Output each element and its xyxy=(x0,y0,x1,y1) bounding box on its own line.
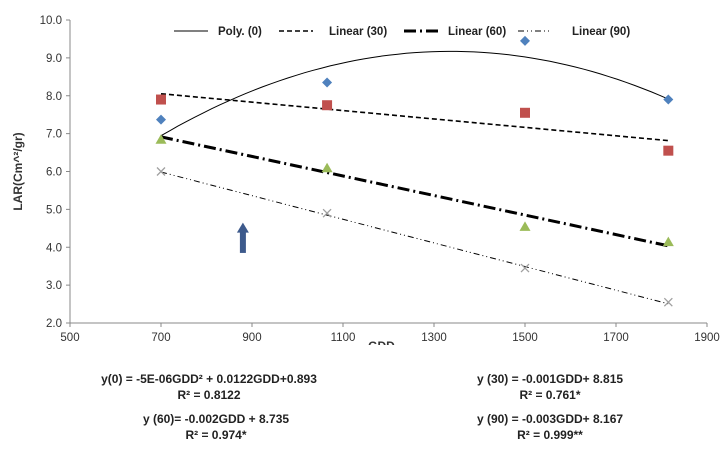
x-tick-label: 900 xyxy=(242,332,261,344)
equation-0-r2: R² = 0.8122 xyxy=(177,388,241,402)
x-marker xyxy=(663,297,673,307)
triangle-marker xyxy=(321,162,333,173)
trendline-dashdot xyxy=(160,135,669,248)
equation-90: y (90) = -0.003GDD+ 8.167 R² = 0.999** xyxy=(440,411,660,443)
legend-label: Poly. (0) xyxy=(218,26,262,38)
square-marker xyxy=(156,94,166,105)
y-tick-label: 2.0 xyxy=(46,318,62,330)
x-tick-label: 1100 xyxy=(331,332,356,344)
equation-90-formula: y (90) = -0.003GDD+ 8.167 xyxy=(476,412,624,426)
equation-90-r2: R² = 0.999** xyxy=(517,428,583,442)
data-points xyxy=(155,35,674,307)
equation-0: y(0) = -5E-06GDD² + 0.0122GDD+0.893 R² =… xyxy=(64,371,354,403)
legend: Poly. (0) Linear (30) Linear (60) Linear (9… xyxy=(174,26,630,38)
trendline-dashed xyxy=(160,92,669,142)
y-tick-label: 6.0 xyxy=(46,167,62,179)
triangle-marker xyxy=(155,134,167,144)
y-tick-label: 7.0 xyxy=(46,129,62,141)
y-tick-label: 5.0 xyxy=(46,204,62,216)
diamond-marker xyxy=(156,114,166,125)
equation-30-r2: R² = 0.761* xyxy=(519,388,581,402)
x-tick-label: 1300 xyxy=(421,332,447,344)
square-marker xyxy=(520,107,530,118)
chart-canvas: 500 700 900 1100 1300 1500 1700 1900 2.0 3.0 4.0 5.… xyxy=(11,15,720,345)
y-axis-title: LAR(Cm^²/gr) xyxy=(11,132,25,210)
up-arrow-shaft xyxy=(239,230,246,253)
axes: 500 700 900 1100 1300 1500 1700 1900 2.0 3.0 4.0 5.… xyxy=(11,15,720,345)
x-marker xyxy=(520,263,530,273)
x-tick-label: 700 xyxy=(151,332,170,344)
y-tick-label: 8.0 xyxy=(46,91,62,103)
legend-label: Linear (60) xyxy=(448,26,506,38)
square-marker xyxy=(663,145,674,156)
triangle-marker xyxy=(662,236,674,247)
equation-60-r2: R² = 0.974* xyxy=(185,428,247,442)
legend-label: Linear (90) xyxy=(572,26,630,38)
x-axis-title: GDD xyxy=(368,339,395,345)
square-marker xyxy=(322,100,333,111)
x-tick-label: 1900 xyxy=(694,332,720,344)
diamond-marker xyxy=(520,35,530,46)
y-tick-label: 3.0 xyxy=(46,280,62,292)
trendline-solid xyxy=(160,50,669,137)
up-arrow-icon xyxy=(236,222,249,233)
triangle-marker xyxy=(519,221,531,231)
equation-60-formula: y (60)= -0.002GDD + 8.735 xyxy=(142,412,290,426)
diamond-marker xyxy=(663,94,674,105)
y-tick-label: 10.0 xyxy=(40,15,62,27)
equation-0-formula: y(0) = -5E-06GDD² + 0.0122GDD+0.893 xyxy=(101,372,317,386)
x-tick-label: 1500 xyxy=(512,332,538,344)
trendline-dashdotdot xyxy=(160,171,669,305)
x-tick-label: 1700 xyxy=(603,332,629,344)
annotation xyxy=(236,222,249,253)
equation-30: y (30) = -0.001GDD+ 8.815 R² = 0.761* xyxy=(440,371,660,403)
legend-label: Linear (30) xyxy=(329,26,387,38)
diamond-marker xyxy=(322,77,333,88)
x-marker xyxy=(322,208,332,218)
equation-60: y (60)= -0.002GDD + 8.735 R² = 0.974* xyxy=(96,411,336,443)
y-tick-label: 4.0 xyxy=(46,242,62,254)
x-tick-label: 500 xyxy=(60,332,79,344)
equation-30-formula: y (30) = -0.001GDD+ 8.815 xyxy=(476,372,624,386)
trendlines xyxy=(160,50,669,305)
x-marker xyxy=(156,167,166,176)
y-tick-label: 9.0 xyxy=(46,53,62,65)
